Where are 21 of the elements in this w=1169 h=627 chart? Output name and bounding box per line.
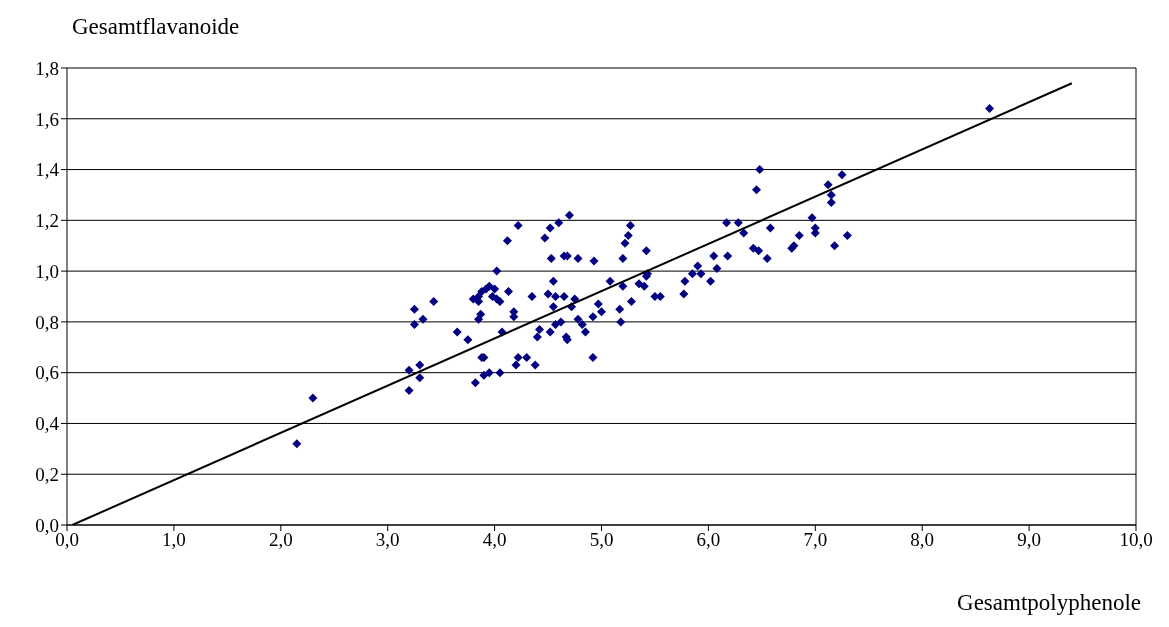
y-tick-label: 1,2 [35, 210, 59, 232]
y-tick-label: 1,4 [35, 159, 60, 181]
x-tick-label: 3,0 [375, 529, 400, 551]
y-tick-label: 0,4 [35, 413, 60, 435]
x-tick-label: 8,0 [910, 529, 935, 551]
x-axis-title: Gesamtpolyphenole [957, 590, 1141, 616]
x-tick-label: 7,0 [803, 529, 828, 551]
x-tick-label: 5,0 [589, 529, 614, 551]
y-tick-label: 0,8 [35, 311, 59, 333]
x-tick-label: 10,0 [1119, 529, 1153, 551]
y-tick-label: 1,0 [35, 260, 59, 282]
x-tick-label: 2,0 [268, 529, 293, 551]
x-tick-label: 6,0 [696, 529, 721, 551]
y-axis-title: Gesamtflavanoide [72, 14, 240, 40]
x-tick-label: 9,0 [1017, 529, 1041, 551]
y-tick-label: 1,8 [35, 57, 59, 79]
x-tick-label: 4,0 [482, 529, 507, 551]
y-tick-label: 0,6 [35, 362, 59, 384]
x-tick-label: 1,0 [162, 529, 186, 551]
y-tick-label: 0,2 [35, 463, 59, 485]
y-tick-label: 1,6 [35, 108, 59, 130]
